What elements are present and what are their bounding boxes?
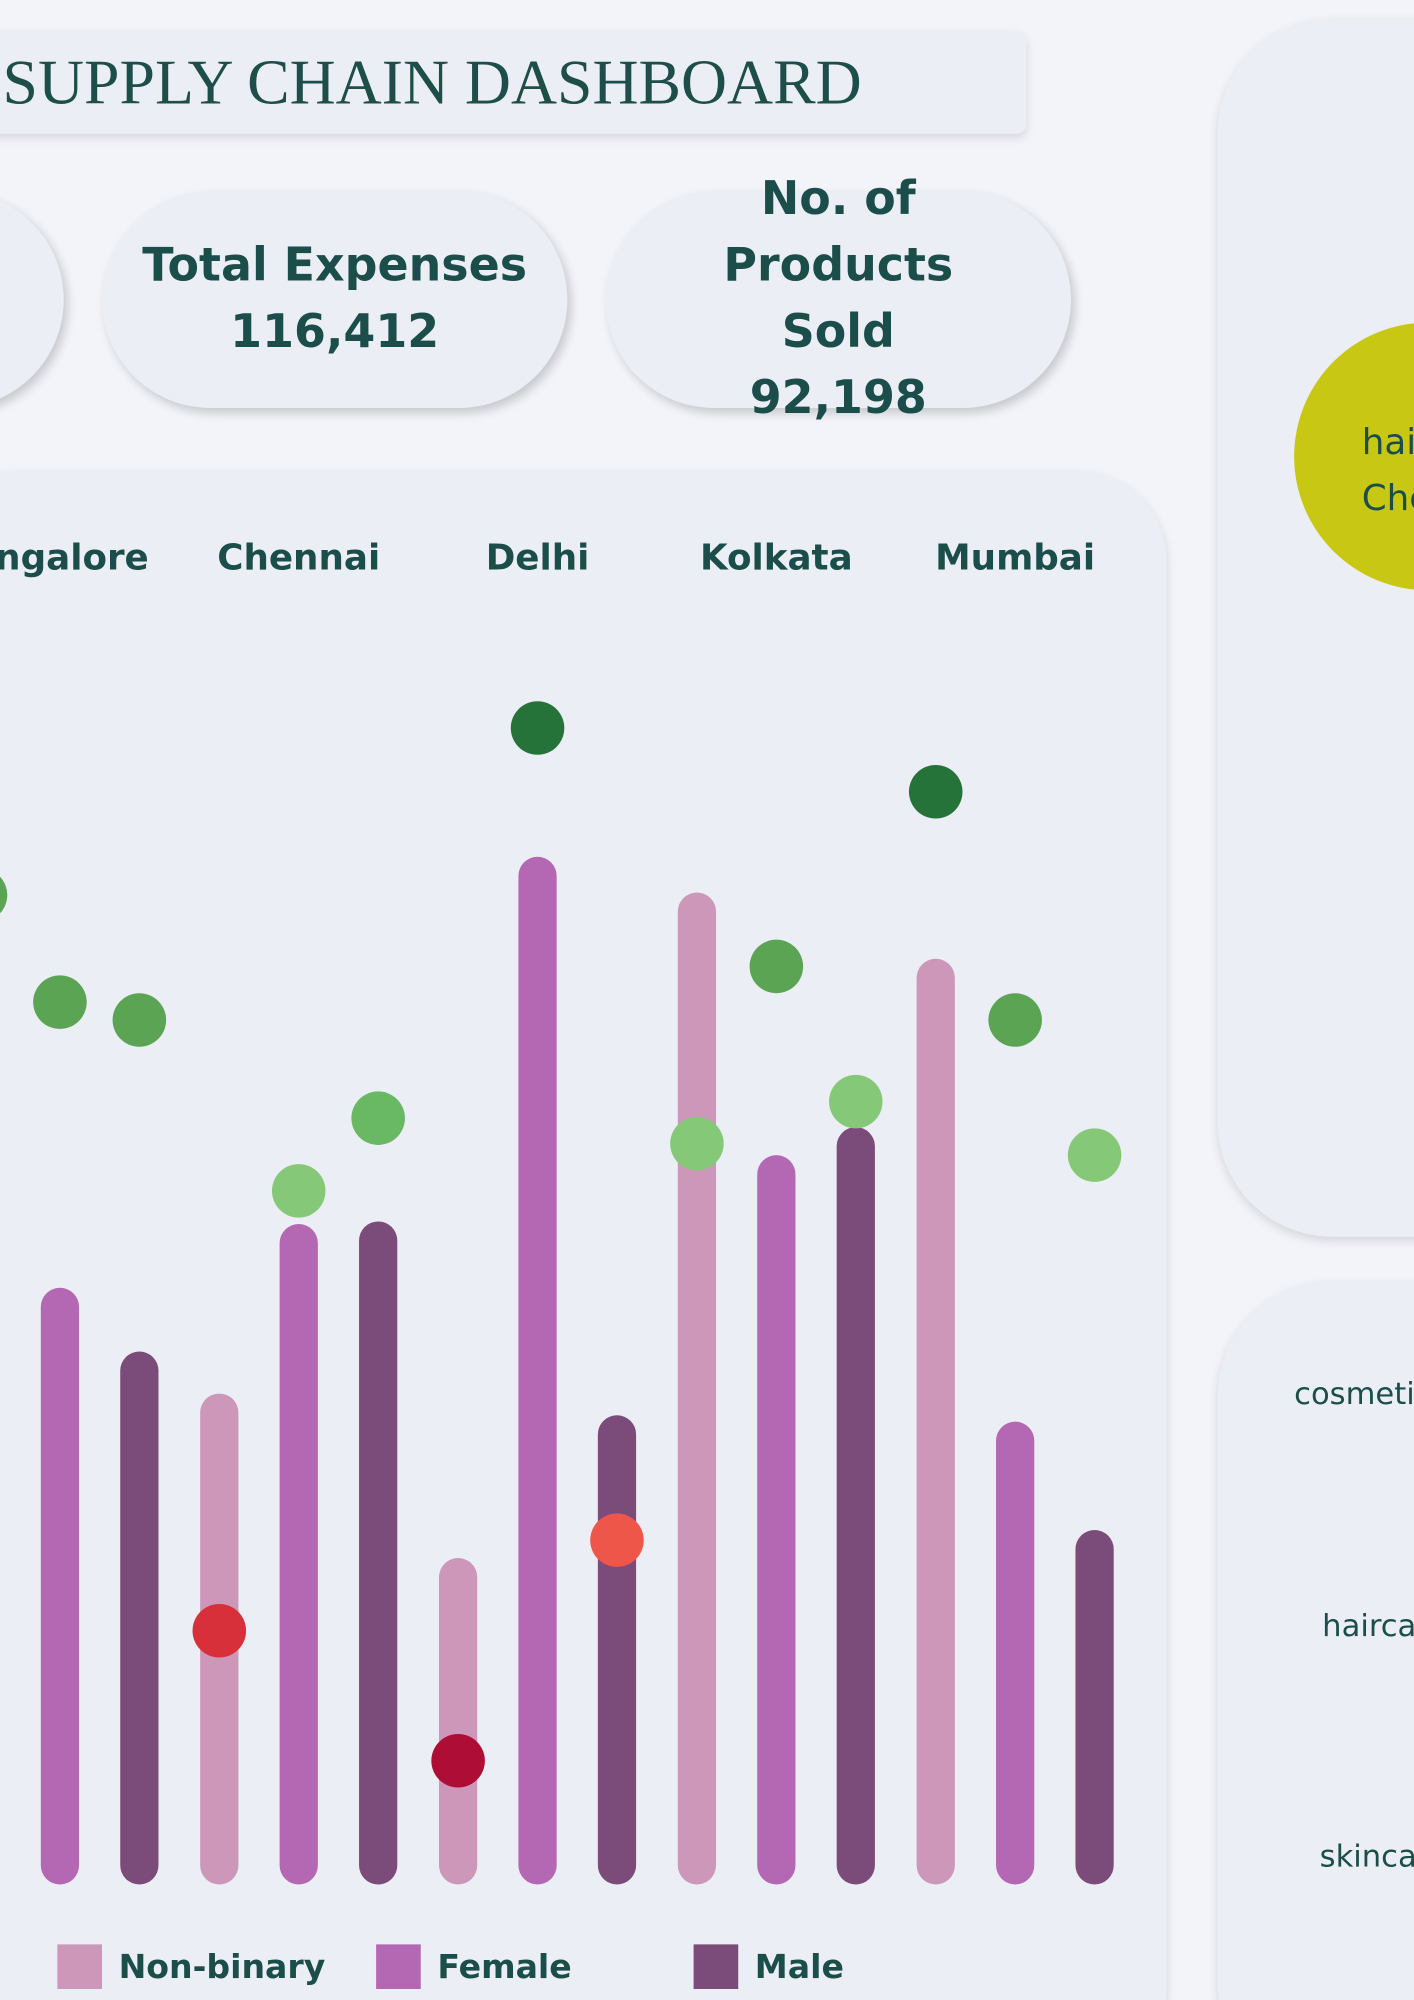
legend-swatch xyxy=(376,1944,421,1989)
bar xyxy=(996,1421,1035,1885)
x-tick-label: Delhi xyxy=(486,538,590,579)
marker xyxy=(431,1734,485,1788)
side-panel: cosmeti hairca skinca xyxy=(1217,1281,1414,2000)
side-panel: hai Che xyxy=(1217,19,1414,1237)
marker xyxy=(192,1603,247,1658)
bubble-label: hai Che xyxy=(1362,414,1414,526)
bar xyxy=(757,1155,796,1885)
bar xyxy=(359,1221,398,1885)
bubble-line: Che xyxy=(1361,476,1414,519)
bubble-line: hai xyxy=(1361,420,1414,463)
marker xyxy=(908,765,963,819)
bar xyxy=(677,892,717,1885)
bar xyxy=(120,1351,159,1885)
legend-swatch xyxy=(693,1944,739,1989)
chart-panel xyxy=(0,471,1167,2000)
kpi-label: No. of Products Sold xyxy=(723,173,954,359)
legend-label: Male xyxy=(755,1947,844,1986)
title-box: SUPPLY CHAIN DASHBOARD xyxy=(0,31,1027,134)
marker xyxy=(33,975,87,1029)
legend-label: Female xyxy=(437,1947,571,1986)
bar xyxy=(916,958,955,1885)
kpi-label: Total Expenses xyxy=(142,239,528,292)
kpi-card: No. of Products Sold 92,198 xyxy=(605,173,1071,425)
bar xyxy=(836,1127,875,1885)
marker xyxy=(351,1091,405,1145)
x-tick-label: Kolkata xyxy=(700,538,853,579)
bar xyxy=(438,1558,478,1885)
dashboard-title: SUPPLY CHAIN DASHBOARD xyxy=(2,45,862,118)
marker xyxy=(271,1164,326,1218)
marker xyxy=(0,876,8,914)
bar xyxy=(1075,1530,1114,1885)
x-tick-label: Mumbai xyxy=(935,538,1095,579)
legend-label: Non-binary xyxy=(119,1947,326,1986)
x-tick-label: angalore xyxy=(0,538,149,579)
category-label: cosmeti xyxy=(1294,1375,1414,1412)
marker xyxy=(590,1513,644,1567)
kpi-card: Total Expenses 116,412 xyxy=(102,191,568,408)
bar xyxy=(597,1415,637,1885)
marker xyxy=(1067,1128,1122,1182)
kpi-value: 92,198 xyxy=(749,372,927,425)
marker xyxy=(112,993,167,1047)
bar xyxy=(279,1224,318,1885)
marker xyxy=(670,1116,724,1171)
category-label: hairca xyxy=(1322,1607,1414,1644)
marker xyxy=(829,1074,883,1129)
legend-swatch xyxy=(57,1944,102,1989)
bar xyxy=(40,1287,80,1885)
category-label: skinca xyxy=(1319,1838,1414,1875)
bar xyxy=(518,856,557,1885)
marker xyxy=(749,939,804,994)
x-tick-label: Chennai xyxy=(217,538,380,579)
marker xyxy=(510,701,565,755)
marker xyxy=(988,993,1042,1047)
kpi-value: 116,412 xyxy=(230,306,440,359)
